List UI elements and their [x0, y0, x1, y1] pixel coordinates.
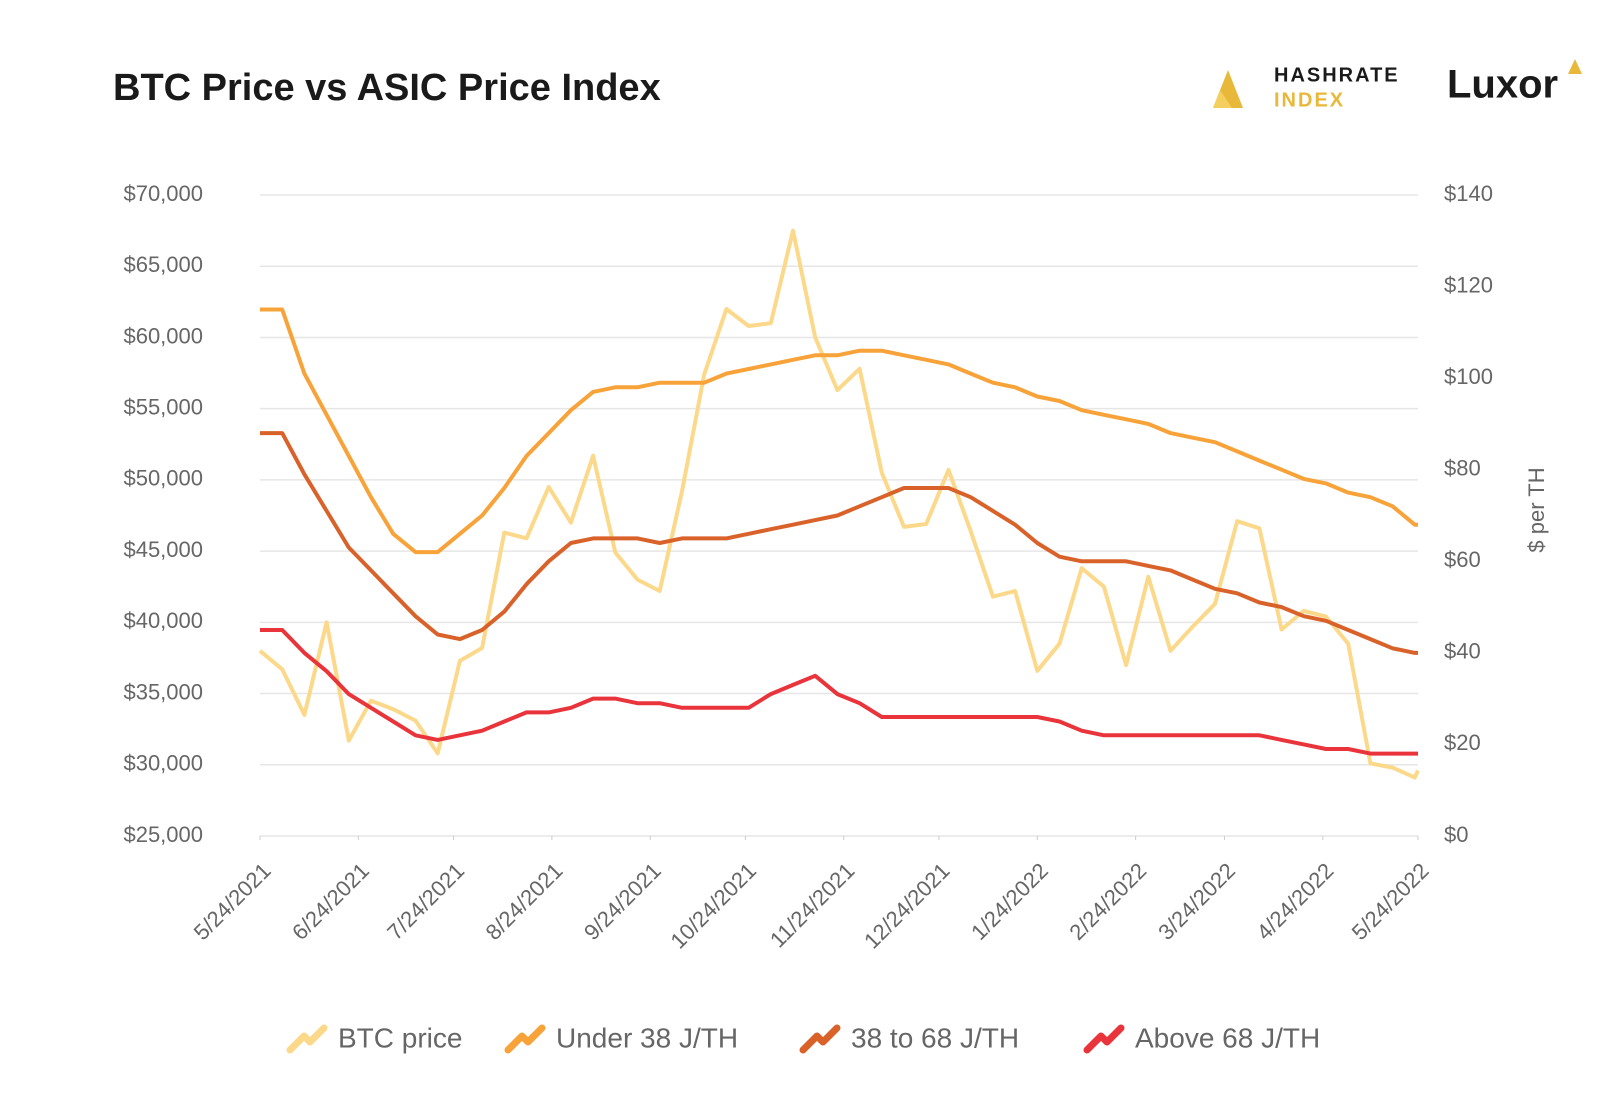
logo-text: HASHRATE — [1274, 64, 1400, 86]
x-tick-label: 8/24/2021 — [481, 858, 568, 945]
y2-tick-label: $20 — [1444, 730, 1481, 755]
y2-tick-label: $140 — [1444, 181, 1493, 206]
series-line — [260, 628, 1418, 756]
y2-tick-label: $80 — [1444, 456, 1481, 481]
y-tick-label: $25,000 — [123, 822, 203, 847]
y2-axis-label: $ per TH — [1524, 467, 1549, 552]
y-tick-label: $70,000 — [123, 181, 203, 206]
x-tick-label: 12/24/2021 — [859, 858, 955, 954]
x-tick-label: 7/24/2021 — [382, 858, 469, 945]
x-tick-label: 9/24/2021 — [579, 858, 666, 945]
hashrate-index-logo: HASHRATE INDEX — [1213, 64, 1400, 111]
legend-item: Above 68 J/TH — [1083, 1022, 1320, 1054]
logo-shape — [1568, 59, 1582, 74]
y2-tick-label: $0 — [1444, 822, 1468, 847]
y-tick-label: $60,000 — [123, 323, 203, 348]
legend-item: Under 38 J/TH — [504, 1022, 738, 1054]
x-tick-label: 2/24/2022 — [1064, 858, 1151, 945]
legend-swatch — [1083, 1024, 1125, 1054]
y2-tick-label: $120 — [1444, 272, 1493, 297]
logo-text: INDEX — [1274, 89, 1345, 111]
y-tick-label: $50,000 — [123, 466, 203, 491]
y-tick-label: $40,000 — [123, 608, 203, 633]
x-tick-label: 4/24/2022 — [1252, 858, 1339, 945]
y2-tick-label: $100 — [1444, 364, 1493, 389]
y2-tick-label: $60 — [1444, 547, 1481, 572]
logo-shape — [1213, 90, 1232, 108]
y-tick-label: $35,000 — [123, 679, 203, 704]
x-tick-label: 3/24/2022 — [1153, 858, 1240, 945]
legend-label: 38 to 68 J/TH — [851, 1022, 1019, 1053]
luxor-logo: Luxor — [1447, 59, 1582, 107]
legend-item: BTC price — [286, 1022, 462, 1054]
chart-title: BTC Price vs ASIC Price Index — [113, 67, 661, 109]
y-tick-label: $55,000 — [123, 394, 203, 419]
x-tick-label: 5/24/2021 — [189, 858, 276, 945]
legend-label: Above 68 J/TH — [1135, 1022, 1320, 1053]
y-tick-label: $65,000 — [123, 252, 203, 277]
legend-label: Under 38 J/TH — [556, 1022, 738, 1053]
legend-label: BTC price — [338, 1022, 462, 1053]
x-tick-label: 5/24/2022 — [1347, 858, 1434, 945]
series-line — [260, 307, 1418, 555]
x-tick-label: 11/24/2021 — [765, 858, 859, 952]
legend-swatch — [504, 1024, 546, 1054]
logo-text: Luxor — [1447, 63, 1558, 107]
legend-swatch — [799, 1024, 841, 1054]
series-line — [260, 431, 1418, 655]
x-tick-label: 10/24/2021 — [666, 858, 762, 954]
y-tick-label: $30,000 — [123, 751, 203, 776]
y2-tick-label: $40 — [1444, 639, 1481, 664]
y-tick-label: $45,000 — [123, 537, 203, 562]
x-tick-label: 1/24/2022 — [966, 858, 1053, 945]
x-tick-label: 6/24/2021 — [287, 858, 374, 945]
series-line — [258, 228, 1420, 780]
legend-item: 38 to 68 J/TH — [799, 1022, 1019, 1054]
legend-swatch — [286, 1024, 328, 1054]
